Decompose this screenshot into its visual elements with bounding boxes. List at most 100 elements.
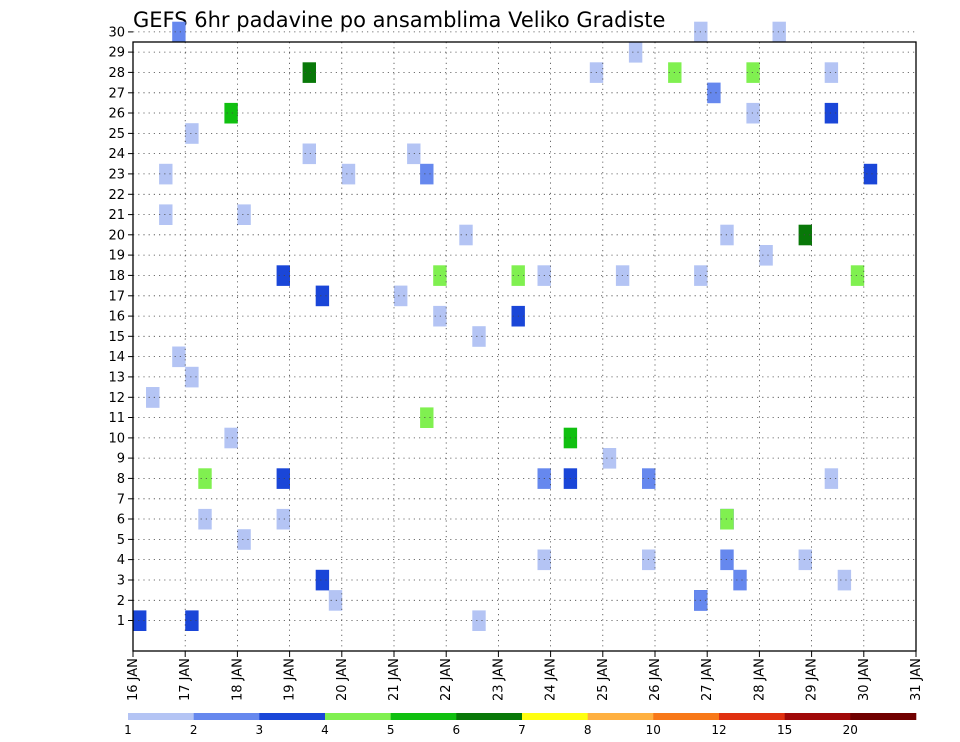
precip-cell: [159, 204, 173, 225]
y-tick-label: 27: [108, 86, 125, 101]
heatmap-cells: [133, 21, 878, 631]
plot-frame: [132, 41, 917, 652]
precip-cell: [824, 102, 839, 124]
x-tick-label: 25 JAN: [596, 658, 611, 701]
precip-cell: [863, 163, 878, 185]
precip-cell: [850, 265, 865, 286]
precip-cell: [759, 245, 773, 266]
precip-cell: [772, 21, 786, 43]
precip-cell: [341, 163, 356, 185]
precip-cell: [224, 102, 238, 124]
precip-cell: [746, 102, 760, 124]
x-tick-label: 31 JAN: [909, 658, 924, 701]
y-tick-label: 21: [108, 208, 125, 223]
colorbar-label: 20: [843, 723, 858, 737]
precip-cell: [394, 285, 408, 307]
precip-cell: [172, 21, 186, 43]
y-tick-label: 17: [108, 289, 125, 304]
colorbar-label: 6: [452, 723, 460, 737]
x-tick-label: 30 JAN: [857, 658, 872, 701]
x-tick-label: 28 JAN: [752, 658, 767, 701]
precip-cell: [302, 62, 316, 83]
x-tick-label: 18 JAN: [230, 658, 245, 701]
colorbar-label: 15: [777, 723, 792, 737]
x-tick-label: 22 JAN: [439, 658, 454, 701]
colorbar-swatch: [325, 713, 391, 720]
precip-cell: [315, 285, 330, 307]
precip-cell: [198, 468, 212, 489]
colorbar-label: 1: [124, 723, 132, 737]
y-tick-label: 24: [108, 147, 125, 162]
colorbar-swatch: [193, 713, 260, 720]
colorbar-label: 5: [387, 723, 395, 737]
precip-cell: [237, 529, 251, 550]
x-tick-label: 16 JAN: [126, 658, 141, 701]
precip-cell: [472, 326, 486, 347]
precip-cell: [185, 610, 199, 631]
precip-cell: [185, 123, 199, 144]
y-tick-label: 14: [108, 350, 125, 365]
precip-cell: [733, 569, 747, 591]
precip-cell: [315, 569, 330, 591]
y-tick-label: 30: [108, 25, 125, 40]
y-tick-label: 8: [117, 472, 125, 487]
x-tick-label: 29 JAN: [805, 658, 820, 701]
y-axis-ticks: 1234567891011121314151617181920212223242…: [108, 25, 133, 629]
precip-cell: [185, 366, 199, 388]
y-tick-label: 18: [108, 269, 125, 284]
colorbar-swatch: [522, 713, 588, 720]
precip-cell: [146, 387, 160, 408]
y-tick-label: 19: [108, 249, 125, 264]
x-tick-label: 23 JAN: [491, 658, 506, 701]
precip-cell: [420, 163, 434, 185]
chart-title: GEFS 6hr padavine po ansamblima Veliko G…: [133, 8, 665, 32]
colorbar-label: 2: [190, 723, 198, 737]
precip-cell: [159, 163, 173, 185]
grid-lines: [133, 31, 916, 651]
y-tick-label: 7: [117, 492, 125, 507]
x-tick-label: 24 JAN: [544, 658, 559, 701]
precip-cell: [133, 610, 147, 631]
y-tick-label: 22: [108, 188, 125, 203]
precip-cell: [837, 569, 852, 591]
precip-cell: [602, 448, 617, 469]
colorbar-swatch: [784, 713, 851, 720]
y-tick-label: 9: [117, 452, 125, 467]
y-tick-label: 11: [108, 411, 125, 426]
y-tick-label: 20: [108, 228, 125, 243]
precip-cell: [237, 204, 251, 225]
x-tick-label: 27 JAN: [700, 658, 715, 701]
x-tick-label: 17 JAN: [178, 658, 193, 701]
colorbar-swatch: [587, 713, 654, 720]
precip-cell: [276, 508, 290, 530]
y-tick-label: 3: [117, 574, 125, 589]
x-tick-label: 26 JAN: [648, 658, 663, 701]
y-tick-label: 13: [108, 370, 125, 385]
precip-cell: [302, 143, 316, 165]
y-tick-label: 28: [108, 66, 125, 81]
precip-cell: [628, 42, 643, 63]
colorbar-label: 12: [711, 723, 726, 737]
colorbar-swatch: [850, 713, 917, 720]
y-tick-label: 1: [117, 614, 125, 629]
y-tick-label: 4: [117, 553, 125, 568]
y-tick-label: 23: [108, 167, 125, 182]
y-tick-label: 16: [108, 310, 125, 325]
colorbar-swatch: [390, 713, 457, 720]
y-tick-label: 10: [108, 431, 125, 446]
colorbar-label: 7: [518, 723, 526, 737]
colorbar-swatch: [259, 713, 326, 720]
precip-cell: [276, 265, 290, 286]
y-tick-label: 6: [117, 513, 125, 528]
colorbar-swatch: [719, 713, 785, 720]
x-tick-label: 20 JAN: [335, 658, 350, 701]
colorbar-label: 3: [255, 723, 263, 737]
precip-cell: [798, 224, 812, 246]
precip-cell: [824, 468, 839, 489]
precip-cell: [707, 82, 721, 104]
y-tick-label: 15: [108, 330, 125, 345]
colorbar-label: 4: [321, 723, 329, 737]
x-axis-ticks: 16 JAN 17 JAN 18 JAN 19 JAN 20 JAN 21 JAN 22 J…: [126, 651, 924, 701]
colorbar-swatch: [653, 713, 720, 720]
